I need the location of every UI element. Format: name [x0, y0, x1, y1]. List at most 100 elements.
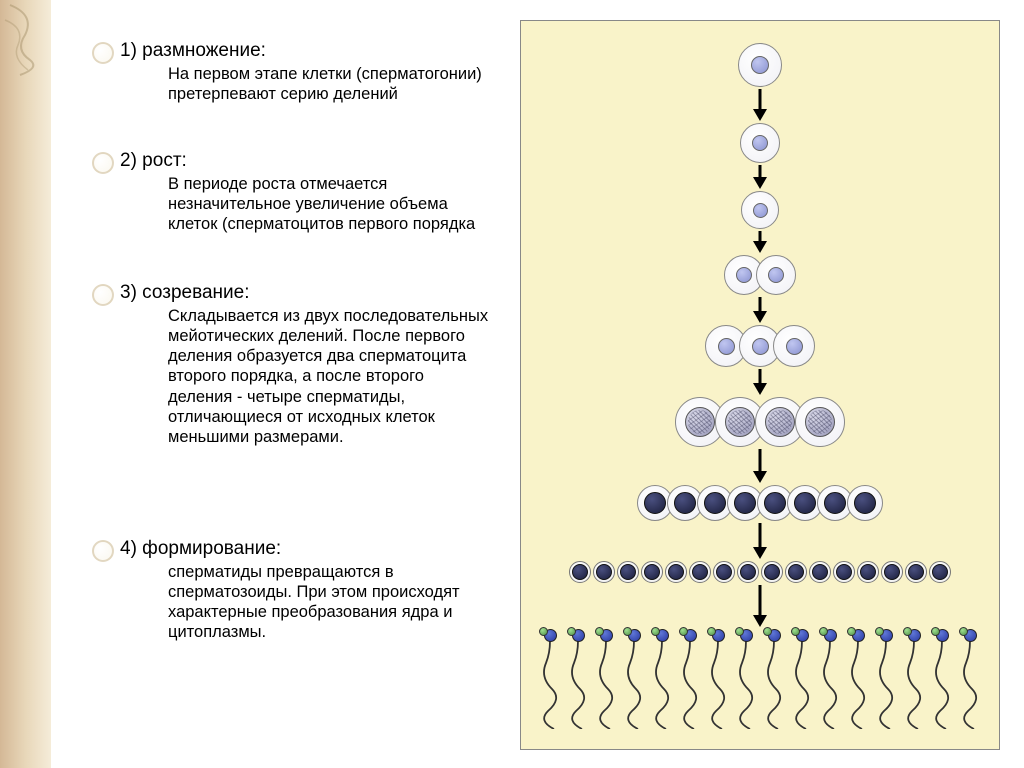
stage-block-4: 4) формирование:сперматиды превращаются … [120, 538, 490, 643]
nucleus [751, 56, 769, 74]
nucleus [812, 564, 828, 580]
nucleus [753, 203, 768, 218]
stage-title: созревание: [137, 282, 250, 303]
nucleus [786, 338, 803, 355]
cell-row-4 [728, 255, 792, 295]
bullet-circle [92, 42, 114, 64]
cell [737, 561, 759, 583]
stage-title: размножение: [137, 40, 266, 61]
sperm-tail [732, 641, 760, 729]
spermatozoon [816, 629, 844, 729]
cell [795, 397, 845, 447]
cell [785, 561, 807, 583]
sperm-tail [844, 641, 872, 729]
nucleus [794, 492, 816, 514]
sperm-acrosome [567, 627, 576, 636]
sperm-tail [760, 641, 788, 729]
spermatogenesis-diagram [520, 20, 1000, 750]
sperm-tail [816, 641, 844, 729]
nucleus [596, 564, 612, 580]
cell [713, 561, 735, 583]
sperm-tail [900, 641, 928, 729]
cell [756, 255, 796, 295]
cell [641, 561, 663, 583]
sperm-acrosome [847, 627, 856, 636]
spermatozoon [620, 629, 648, 729]
cell [773, 325, 815, 367]
arrow-head-icon [753, 177, 767, 189]
stage-block-2: 2) рост:В периоде роста отмечается незна… [120, 150, 490, 234]
cell [689, 561, 711, 583]
nucleus [752, 338, 769, 355]
cell [857, 561, 879, 583]
arrow-shaft [759, 523, 762, 549]
cell-row-6 [680, 397, 840, 447]
sperm-tail [704, 641, 732, 729]
cell [665, 561, 687, 583]
arrow-head-icon [753, 109, 767, 121]
nucleus [805, 407, 835, 437]
arrow-shaft [759, 585, 762, 617]
sperm-acrosome [931, 627, 940, 636]
stage-heading: 2) рост: [120, 150, 490, 172]
nucleus [765, 407, 795, 437]
stage-description: Складывается из двух последовательных ме… [168, 306, 490, 447]
cell [847, 485, 883, 521]
nucleus [764, 492, 786, 514]
sperm-acrosome [539, 627, 548, 636]
nucleus [764, 564, 780, 580]
cell-row-8 [568, 561, 952, 583]
sperm-tail [620, 641, 648, 729]
stage-description: сперматиды превращаются в сперматозоиды.… [168, 562, 490, 643]
stage-heading: 4) формирование: [120, 538, 490, 560]
stage-description: В периоде роста отмечается незначительно… [168, 174, 490, 234]
stage-block-3: 3) созревание:Складывается из двух после… [120, 282, 490, 447]
nucleus [644, 492, 666, 514]
nucleus [704, 492, 726, 514]
sperm-tail [872, 641, 900, 729]
bullet-circle [92, 540, 114, 562]
nucleus [692, 564, 708, 580]
spermatozoon [872, 629, 900, 729]
nucleus [908, 564, 924, 580]
arrow-shaft [759, 449, 762, 473]
cell [881, 561, 903, 583]
sperm-tail [788, 641, 816, 729]
nucleus [768, 267, 784, 283]
cell [738, 43, 782, 87]
nucleus [860, 564, 876, 580]
cell [761, 561, 783, 583]
nucleus [752, 135, 768, 151]
bullet-circle [92, 284, 114, 306]
nucleus [644, 564, 660, 580]
spermatozoon [648, 629, 676, 729]
sperm-acrosome [595, 627, 604, 636]
bullet-circle [92, 152, 114, 174]
sperm-acrosome [959, 627, 968, 636]
sperm-acrosome [679, 627, 688, 636]
sperm-acrosome [651, 627, 660, 636]
cell [809, 561, 831, 583]
nucleus [716, 564, 732, 580]
cell [741, 191, 779, 229]
arrow-head-icon [753, 547, 767, 559]
stage-number: 4) [120, 538, 137, 559]
spermatozoon [676, 629, 704, 729]
spermatozoon [704, 629, 732, 729]
spermatozoon [732, 629, 760, 729]
spermatozoon [760, 629, 788, 729]
nucleus [725, 407, 755, 437]
cell [740, 123, 780, 163]
nucleus [736, 267, 752, 283]
arrow-shaft [759, 89, 762, 111]
sperm-acrosome [707, 627, 716, 636]
cell [617, 561, 639, 583]
cell [929, 561, 951, 583]
nucleus [854, 492, 876, 514]
stage-title: формирование: [137, 538, 281, 559]
stage-number: 2) [120, 150, 137, 171]
stage-description: На первом этапе клетки (сперматогонии) п… [168, 64, 490, 104]
arrow-head-icon [753, 383, 767, 395]
nucleus [932, 564, 948, 580]
sperm-acrosome [875, 627, 884, 636]
